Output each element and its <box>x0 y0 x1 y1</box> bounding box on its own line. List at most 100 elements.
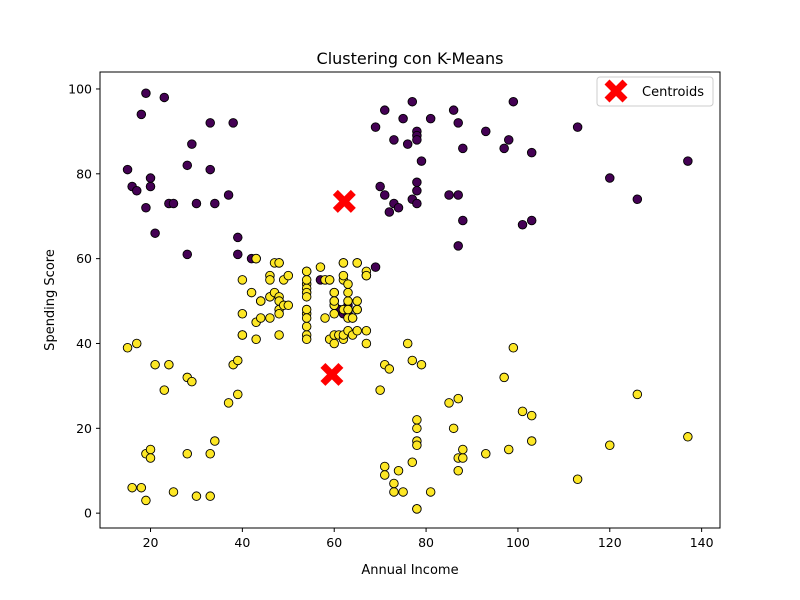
data-point-cluster-1 <box>508 342 519 353</box>
data-point-cluster-1 <box>453 393 463 404</box>
data-point-cluster-0 <box>481 126 491 137</box>
data-point-cluster-1 <box>233 389 243 400</box>
data-point-cluster-1 <box>274 309 284 319</box>
data-point-cluster-0 <box>407 96 418 107</box>
data-point-cluster-0 <box>425 113 436 124</box>
data-point-cluster-0 <box>384 207 395 217</box>
data-point-cluster-1 <box>122 342 133 353</box>
data-point-cluster-1 <box>182 449 193 459</box>
data-point-cluster-0 <box>187 139 197 149</box>
data-point-cluster-0 <box>412 186 422 196</box>
data-point-cluster-1 <box>352 326 362 336</box>
data-point-cluster-0 <box>503 135 514 145</box>
data-point-cluster-1 <box>301 275 312 285</box>
data-point-cluster-1 <box>448 423 459 434</box>
data-point-cluster-1 <box>246 287 257 298</box>
data-point-cluster-1 <box>402 338 413 349</box>
data-point-cluster-1 <box>136 482 147 493</box>
data-point-cluster-0 <box>508 96 519 107</box>
data-point-cluster-1 <box>503 444 514 455</box>
data-point-cluster-0 <box>412 198 422 209</box>
data-point-cluster-1 <box>145 453 156 463</box>
data-point-cluster-1 <box>343 304 353 315</box>
data-point-cluster-0 <box>145 173 156 183</box>
x-tick-label: 80 <box>418 535 434 550</box>
plot-area <box>99 71 721 529</box>
data-point-cluster-0 <box>402 139 413 149</box>
y-tick-label: 0 <box>84 506 92 521</box>
y-tick-label: 20 <box>76 421 92 436</box>
x-tick-label: 120 <box>598 535 622 550</box>
data-point-cluster-1 <box>499 372 509 383</box>
centroids-layer <box>320 189 356 386</box>
data-point-cluster-1 <box>159 385 170 395</box>
x-tick-label: 40 <box>234 535 250 550</box>
data-point-cluster-1 <box>251 253 261 264</box>
data-point-cluster-1 <box>384 364 395 374</box>
data-point-cluster-1 <box>255 313 266 323</box>
data-point-cluster-1 <box>481 449 491 459</box>
data-point-cluster-1 <box>150 359 160 370</box>
x-axis-label: Annual Income <box>361 563 458 578</box>
data-point-cluster-1 <box>164 359 174 370</box>
data-point-cluster-0 <box>131 186 142 196</box>
data-point-cluster-1 <box>205 491 215 501</box>
y-tick-label: 60 <box>76 251 92 266</box>
data-point-cluster-1 <box>265 313 275 323</box>
data-point-cluster-0 <box>453 190 463 200</box>
data-point-cluster-0 <box>448 105 459 115</box>
data-point-cluster-0 <box>572 122 583 132</box>
data-point-cluster-1 <box>251 334 261 344</box>
data-point-cluster-0 <box>398 113 408 124</box>
y-tick-label: 100 <box>68 81 92 96</box>
data-point-cluster-1 <box>352 304 362 315</box>
data-point-cluster-1 <box>379 470 390 480</box>
data-point-cluster-0 <box>389 135 399 145</box>
data-point-cluster-1 <box>237 330 248 340</box>
data-point-cluster-0 <box>210 198 220 209</box>
data-point-cluster-1 <box>458 453 468 463</box>
x-tick-label: 140 <box>690 535 714 550</box>
data-point-cluster-0 <box>191 198 202 209</box>
data-point-cluster-0 <box>370 262 381 272</box>
data-point-cluster-1 <box>398 487 408 497</box>
centroid-marker-0 <box>332 189 356 213</box>
data-point-cluster-1 <box>205 449 215 459</box>
data-point-cluster-1 <box>632 389 643 400</box>
data-point-cluster-0 <box>499 143 509 154</box>
data-point-cluster-0 <box>526 147 537 158</box>
data-point-cluster-1 <box>141 495 151 506</box>
data-point-cluster-0 <box>412 177 422 188</box>
data-point-cluster-1 <box>187 376 197 387</box>
data-point-cluster-1 <box>320 313 330 323</box>
data-point-cluster-1 <box>407 457 418 468</box>
data-point-cluster-1 <box>683 432 693 442</box>
y-tick-label: 40 <box>76 336 92 351</box>
points-layer <box>122 88 693 514</box>
data-point-cluster-1 <box>233 355 243 366</box>
data-point-cluster-0 <box>517 219 528 230</box>
data-point-cluster-1 <box>407 355 418 366</box>
data-point-cluster-0 <box>233 249 243 260</box>
data-point-cluster-0 <box>145 181 156 192</box>
data-point-cluster-1 <box>265 275 275 285</box>
data-point-cluster-1 <box>168 487 179 497</box>
data-point-cluster-1 <box>210 436 220 446</box>
data-point-cluster-1 <box>361 270 372 281</box>
data-point-cluster-0 <box>632 194 643 205</box>
data-point-cluster-1 <box>223 398 234 408</box>
data-point-cluster-1 <box>255 296 266 306</box>
data-point-cluster-1 <box>526 410 537 421</box>
data-point-cluster-1 <box>453 465 463 476</box>
data-point-cluster-1 <box>444 398 454 408</box>
data-point-cluster-1 <box>517 406 528 417</box>
data-point-cluster-1 <box>237 275 248 285</box>
data-point-cluster-1 <box>237 309 248 319</box>
data-point-cluster-0 <box>453 241 463 251</box>
data-point-cluster-1 <box>412 423 422 434</box>
data-point-cluster-1 <box>416 359 427 370</box>
data-point-cluster-1 <box>343 279 353 289</box>
data-point-cluster-0 <box>141 202 151 213</box>
data-point-cluster-1 <box>301 313 312 323</box>
